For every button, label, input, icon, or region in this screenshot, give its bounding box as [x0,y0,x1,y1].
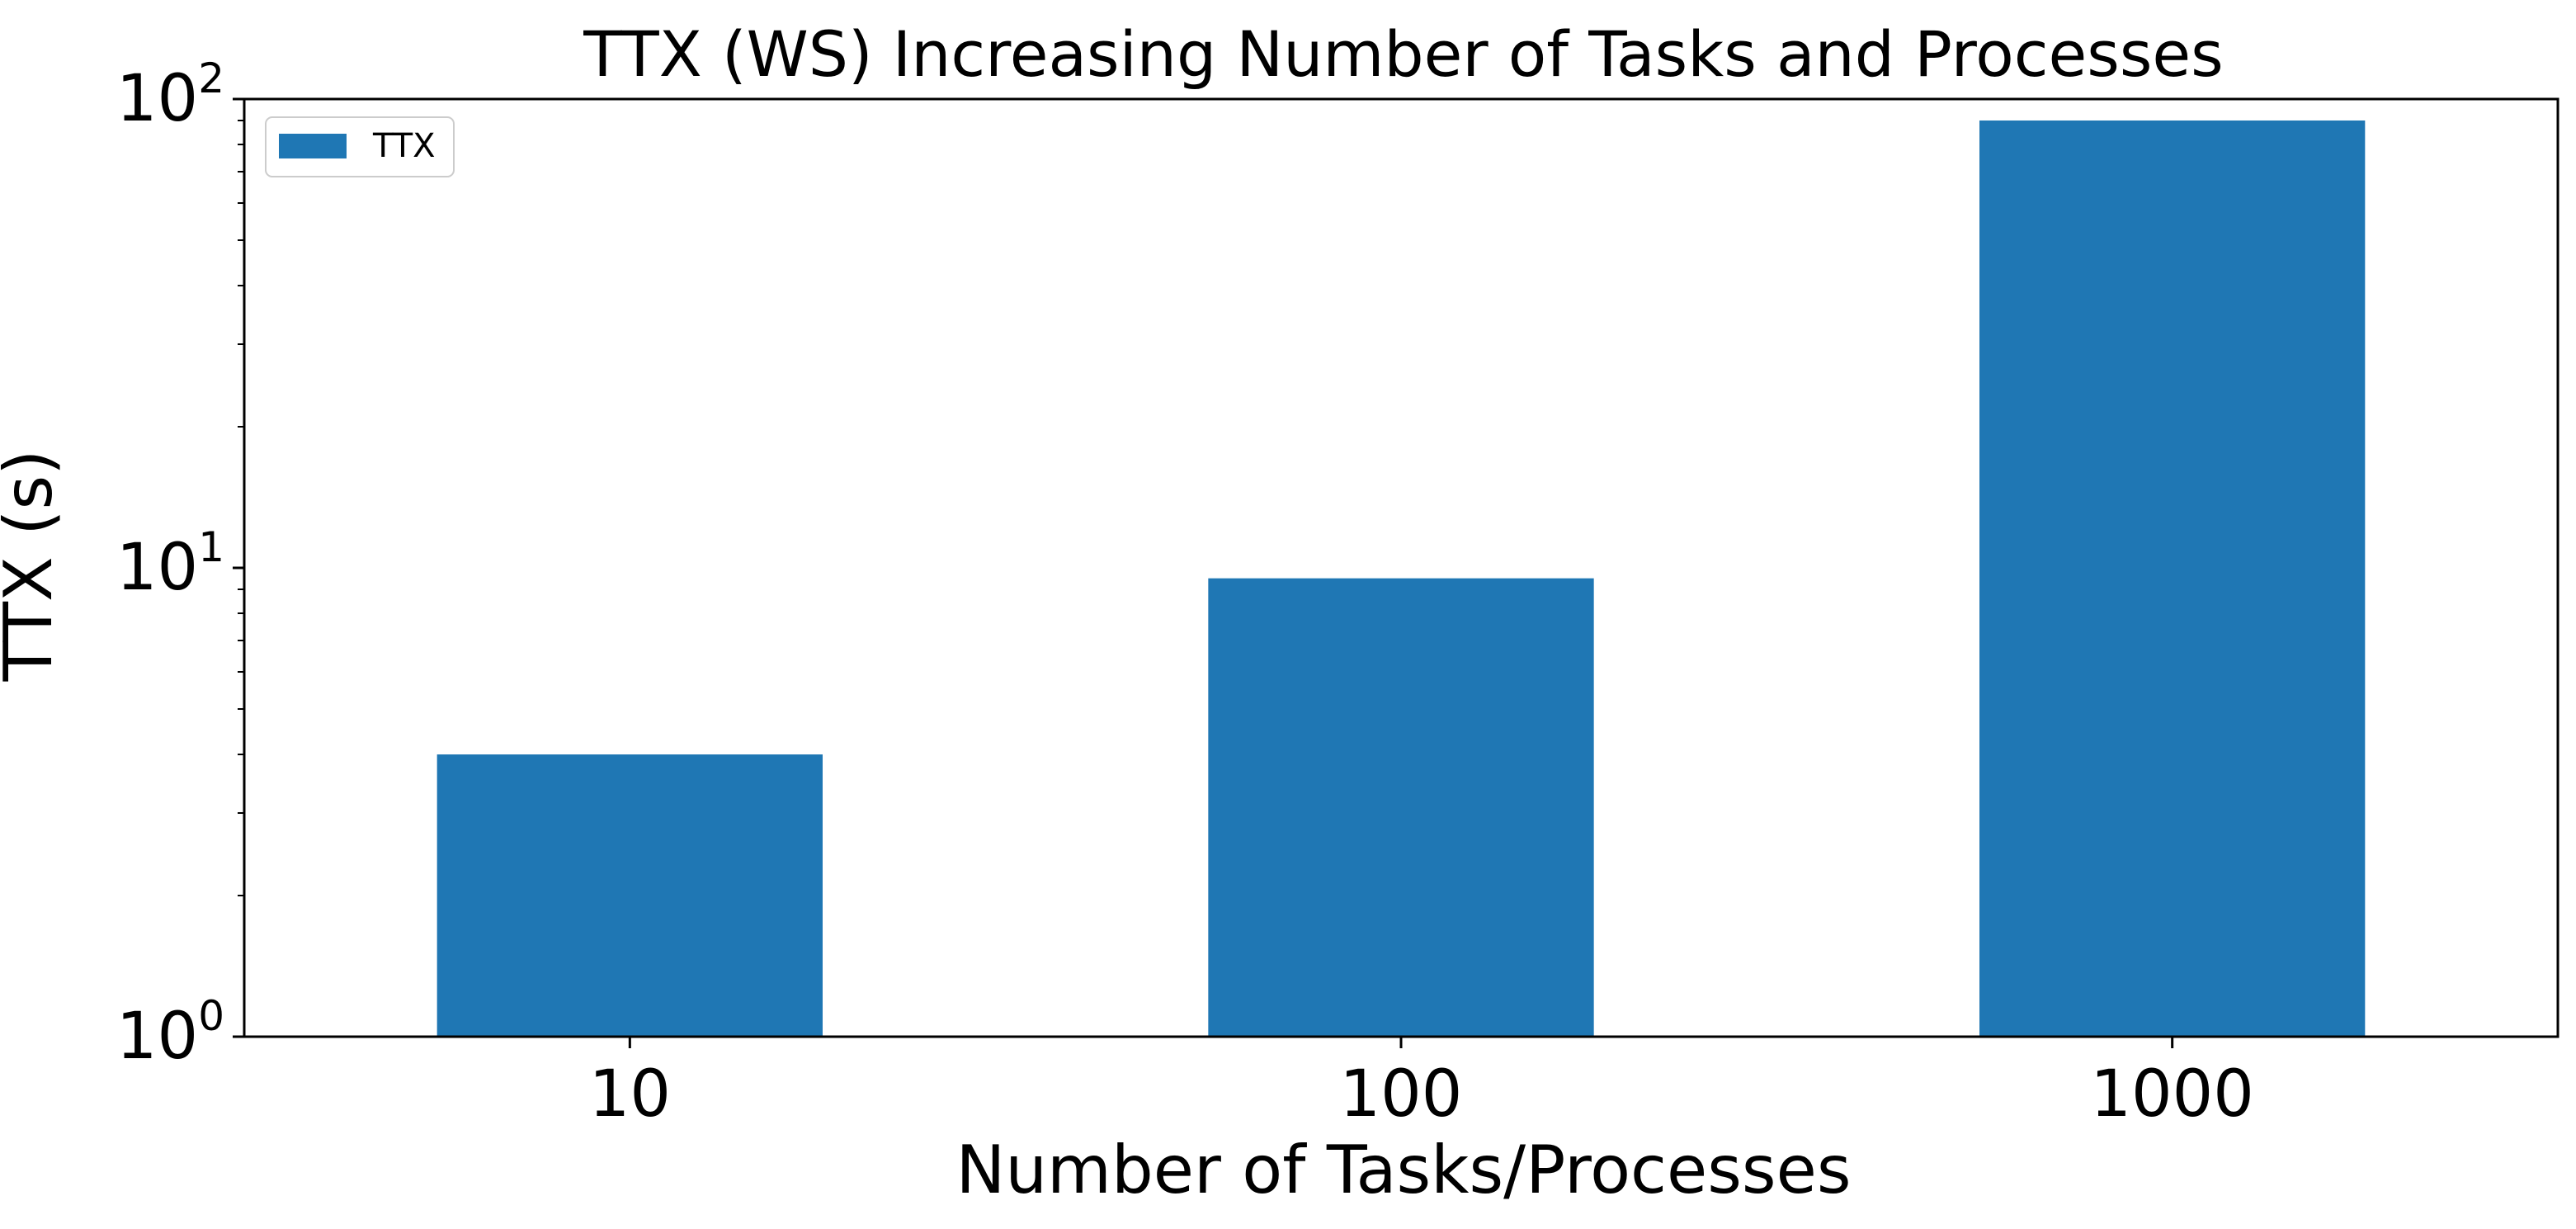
bar-1000 [1979,120,2366,1038]
legend-box [265,116,455,177]
y-axis-label: TTX (s) [0,450,67,683]
bars-group [436,120,2366,1038]
legend-entry-label: TTX [372,127,436,165]
chart-title: TTX (WS) Increasing Number of Tasks and … [583,17,2224,91]
y-axis: 100 101 102 [116,54,244,1074]
bar-10 [436,754,823,1037]
x-tick-label: 100 [1340,1057,1463,1132]
x-axis: 10 100 1000 [589,1037,2254,1132]
x-tick-label: 10 [589,1057,671,1132]
x-axis-label: Number of Tasks/Processes [956,1132,1852,1208]
bar-100 [1208,578,1594,1037]
legend-swatch [279,134,347,158]
y-tick-label: 101 [116,523,224,605]
legend: TTX [265,116,455,177]
y-tick-label: 100 [116,992,224,1074]
plot-frame [243,97,2559,1038]
x-tick-label: 1000 [2090,1057,2254,1132]
y-tick-label: 102 [116,54,224,136]
